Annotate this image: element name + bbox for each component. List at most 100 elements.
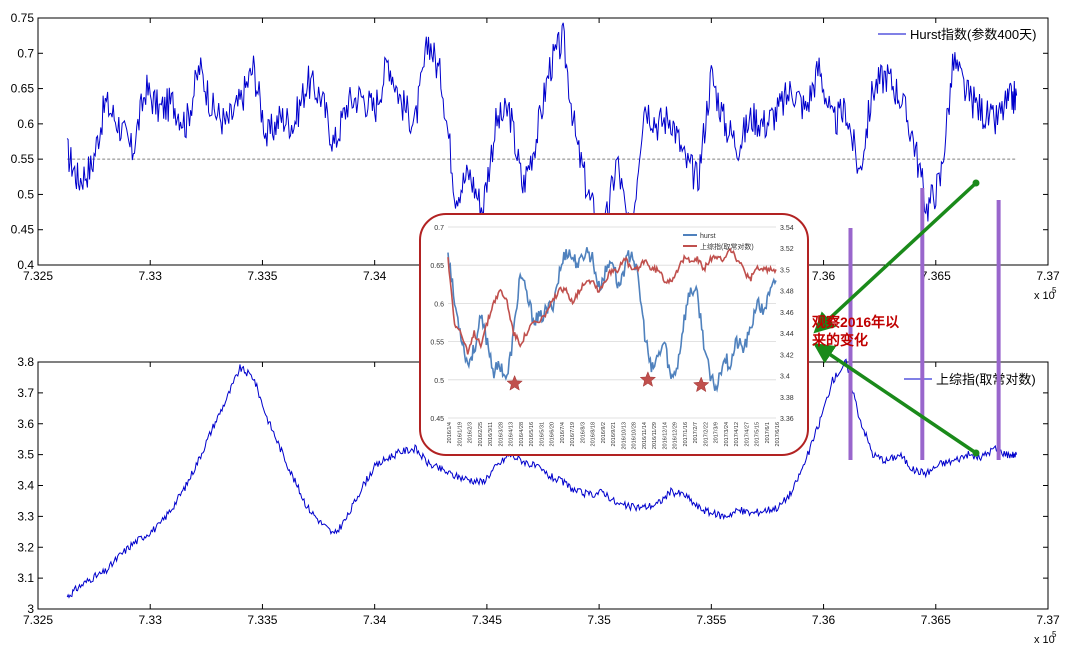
x-multiplier-label: x 10 [1034, 290, 1055, 302]
inset-x-tick-label: 2017/6/16 [775, 422, 781, 446]
x-tick-label: 7.325 [23, 613, 53, 627]
y-tick-label: 0.5 [17, 187, 34, 201]
inset-x-tick-label: 2016/11/29 [652, 422, 658, 449]
inset-y-right-tick-label: 3.4 [780, 374, 790, 381]
x-tick-label: 7.365 [921, 269, 951, 283]
inset-series-line [447, 247, 777, 355]
inset-x-tick-label: 2016/1/19 [457, 422, 463, 446]
inset-x-tick-label: 2016/3/28 [498, 422, 504, 446]
inset-y-right-tick-label: 3.5 [780, 267, 790, 274]
y-tick-label: 0.55 [11, 152, 35, 166]
inset-x-tick-label: 2016/7/19 [570, 422, 576, 446]
x-tick-label: 7.33 [139, 269, 163, 283]
y-tick-label: 3.6 [17, 417, 34, 431]
arrow-origin-dot [972, 449, 980, 457]
inset-x-tick-label: 2016/12/29 [673, 422, 679, 450]
inset-y-right-tick-label: 3.46 [780, 310, 794, 317]
y-tick-label: 3.2 [17, 540, 34, 554]
x-tick-label: 7.37 [1036, 613, 1060, 627]
inset-x-tick-label: 2016/10/13 [621, 422, 627, 450]
y-tick-label: 3.7 [17, 386, 34, 400]
arrow-from-hurst [813, 181, 978, 334]
y-tick-label: 3.5 [17, 448, 34, 462]
y-tick-label: 0.6 [17, 117, 34, 131]
inset-x-tick-label: 2017/3/24 [724, 422, 730, 446]
legend-label: Hurst指数(参数400天) [910, 27, 1036, 42]
inset-x-tick-label: 2016/8/3 [580, 422, 586, 443]
y-tick-label: 3.8 [17, 355, 34, 369]
arrow-from-index [813, 343, 977, 455]
inset-legend-label: 上综指(取常对数) [700, 242, 754, 251]
inset-y-left-tick-label: 0.55 [430, 340, 444, 347]
inset-x-tick-label: 2016/4/28 [519, 422, 525, 446]
x-tick-label: 7.36 [812, 613, 836, 627]
inset-x-tick-label: 2017/6/1 [765, 422, 771, 443]
inset-y-left-tick-label: 0.5 [434, 378, 444, 385]
y-tick-label: 3.4 [17, 479, 34, 493]
x-tick-label: 7.345 [472, 613, 502, 627]
inset-y-right-tick-label: 3.38 [780, 395, 794, 402]
inset-x-tick-label: 2017/5/15 [755, 422, 761, 446]
inset-frame [419, 213, 809, 456]
x-tick-label: 7.34 [363, 269, 387, 283]
bottom-chart: 7.325 7.33 7.335 7.34 7.345 7.35 7.355 7.36 7.36… [17, 355, 1060, 646]
inset-x-tick-label: 2016/12/14 [662, 422, 668, 450]
inset-y-right-tick-label: 3.36 [780, 416, 794, 423]
legend-label: 上综指(取常对数) [936, 372, 1036, 387]
inset-x-tick-label: 2016/9/21 [611, 422, 617, 446]
inset-x-tick-label: 2017/4/27 [744, 422, 750, 446]
y-tick-label: 3 [27, 602, 34, 616]
x-tick-label: 7.355 [696, 613, 726, 627]
inset-x-tick-label: 2016/5/31 [539, 422, 545, 446]
inset-x-tick-label: 2016/11/14 [642, 422, 648, 449]
inset-y-left-tick-label: 0.65 [430, 263, 444, 270]
legend-box [872, 24, 1046, 44]
inset-y-right-tick-label: 3.54 [780, 225, 794, 232]
y-tick-label: 0.65 [11, 82, 35, 96]
inset-x-tick-label: 2016/4/13 [509, 422, 515, 446]
inset-y-right-tick-label: 3.44 [780, 331, 794, 338]
x-tick-label: 7.35 [587, 613, 611, 627]
inset-y-left-tick-label: 0.45 [430, 416, 444, 423]
inset-x-tick-label: 2017/3/9 [714, 422, 720, 443]
y-tick-label: 3.3 [17, 509, 34, 523]
y-tick-label: 0.4 [17, 258, 34, 272]
inset-x-tick-label: 2016/2/25 [478, 422, 484, 446]
inset-y-right-tick-label: 3.52 [780, 246, 794, 253]
x-multiplier-exponent: 5 [1052, 630, 1057, 639]
y-tick-label: 0.7 [17, 46, 34, 60]
inset-y-right-tick-label: 3.48 [780, 289, 794, 296]
x-multiplier-exponent: 5 [1052, 286, 1057, 295]
x-tick-label: 7.34 [363, 613, 387, 627]
y-tick-label: 3.1 [17, 571, 34, 585]
inset-x-tick-label: 2016/5/16 [529, 422, 535, 446]
series-line [66, 358, 1018, 599]
x-tick-label: 7.365 [921, 613, 951, 627]
inset-x-tick-label: 2016/2/3 [468, 422, 474, 443]
inset-y-left-tick-label: 0.6 [434, 301, 444, 308]
x-tick-label: 7.36 [812, 269, 836, 283]
inset-star-marker [692, 376, 710, 393]
inset-star-marker [506, 374, 523, 391]
inset-y-left-tick-label: 0.7 [434, 225, 444, 232]
inset-x-tick-label: 2016/1/4 [447, 422, 453, 443]
inset-x-tick-label: 2016/3/11 [488, 422, 494, 446]
x-tick-label: 7.37 [1036, 269, 1060, 283]
inset-x-tick-label: 2016/7/4 [560, 422, 566, 443]
inset-x-tick-label: 2016/6/20 [550, 422, 556, 446]
y-tick-label: 0.45 [11, 223, 35, 237]
inset-x-tick-label: 2016/9/2 [601, 422, 607, 443]
x-tick-label: 7.325 [23, 269, 53, 283]
inset-x-tick-label: 2016/8/18 [591, 422, 597, 446]
inset-series-line [447, 247, 777, 393]
inset-y-right-tick-label: 3.42 [780, 352, 794, 359]
inset-x-tick-label: 2017/2/22 [703, 422, 709, 446]
series-line [66, 22, 1018, 248]
inset-chart: 0.45 0.5 0.55 0.6 0.65 0.7 3.36 3.38 3.4 3.42 3.44… [419, 213, 809, 456]
y-tick-label: 0.75 [11, 11, 35, 25]
inset-star-marker [639, 371, 657, 387]
inset-x-tick-label: 2017/4/12 [734, 422, 740, 446]
inset-legend-label: hurst [700, 233, 716, 240]
legend-box [898, 369, 1046, 389]
